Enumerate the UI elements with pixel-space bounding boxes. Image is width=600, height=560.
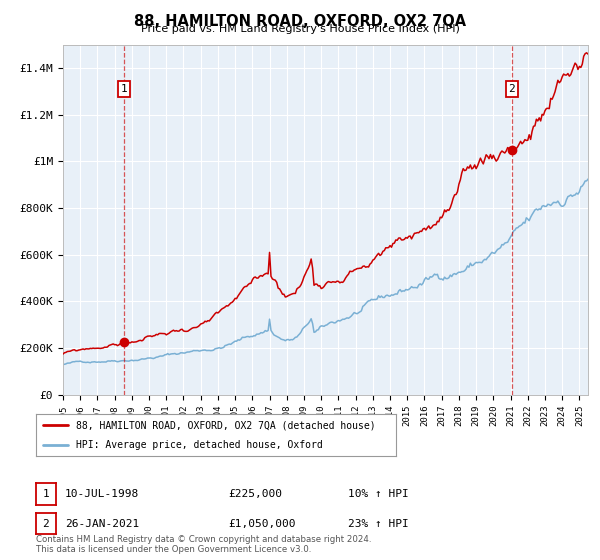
Text: 10-JUL-1998: 10-JUL-1998: [65, 489, 139, 499]
Text: 1: 1: [43, 489, 49, 499]
Text: 26-JAN-2021: 26-JAN-2021: [65, 519, 139, 529]
Text: 2: 2: [508, 84, 515, 94]
Text: £1,050,000: £1,050,000: [228, 519, 296, 529]
Text: Contains HM Land Registry data © Crown copyright and database right 2024.
This d: Contains HM Land Registry data © Crown c…: [36, 535, 371, 554]
Text: 23% ↑ HPI: 23% ↑ HPI: [348, 519, 409, 529]
Text: 2: 2: [43, 519, 49, 529]
Text: 88, HAMILTON ROAD, OXFORD, OX2 7QA (detached house): 88, HAMILTON ROAD, OXFORD, OX2 7QA (deta…: [76, 421, 375, 430]
Text: 88, HAMILTON ROAD, OXFORD, OX2 7QA: 88, HAMILTON ROAD, OXFORD, OX2 7QA: [134, 14, 466, 29]
Text: Price paid vs. HM Land Registry's House Price Index (HPI): Price paid vs. HM Land Registry's House …: [140, 24, 460, 34]
Text: 10% ↑ HPI: 10% ↑ HPI: [348, 489, 409, 499]
Text: £225,000: £225,000: [228, 489, 282, 499]
Text: 1: 1: [121, 84, 127, 94]
Text: HPI: Average price, detached house, Oxford: HPI: Average price, detached house, Oxfo…: [76, 440, 322, 450]
